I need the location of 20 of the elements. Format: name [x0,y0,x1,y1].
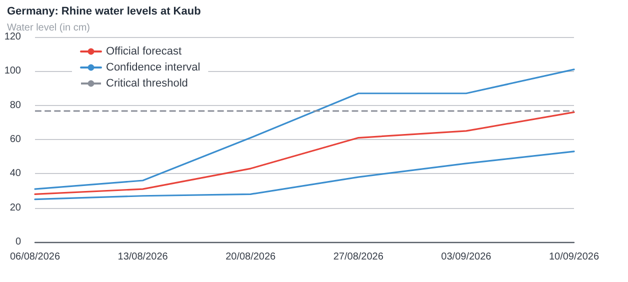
y-tick-label: 120 [4,32,22,42]
x-tick-label: 27/08/2026 [333,252,384,262]
line-series [34,111,575,195]
legend-label: Critical threshold [106,78,188,90]
x-tick-label: 03/09/2026 [441,252,492,262]
x-tick-label: 06/08/2026 [10,252,60,262]
chart-title: Germany: Rhine water levels at Kaub [7,6,202,18]
x-tick-label: 10/09/2026 [548,252,600,262]
y-tick-label: 60 [10,134,22,145]
y-tick-label: 80 [10,100,22,111]
y-axis-title: Water level (in cm) [7,22,90,34]
line-series [34,150,575,200]
y-tick-label: 100 [4,66,22,77]
legend-label: Confidence interval [106,62,200,74]
x-tick-label: 20/08/2026 [226,252,276,262]
y-tick-label: 40 [10,168,22,180]
x-tick-label: 13/08/2026 [118,252,168,262]
legend-label: Official forecast [106,46,182,58]
y-tick-label: 0 [15,236,22,248]
y-tick-label: 20 [10,202,22,214]
